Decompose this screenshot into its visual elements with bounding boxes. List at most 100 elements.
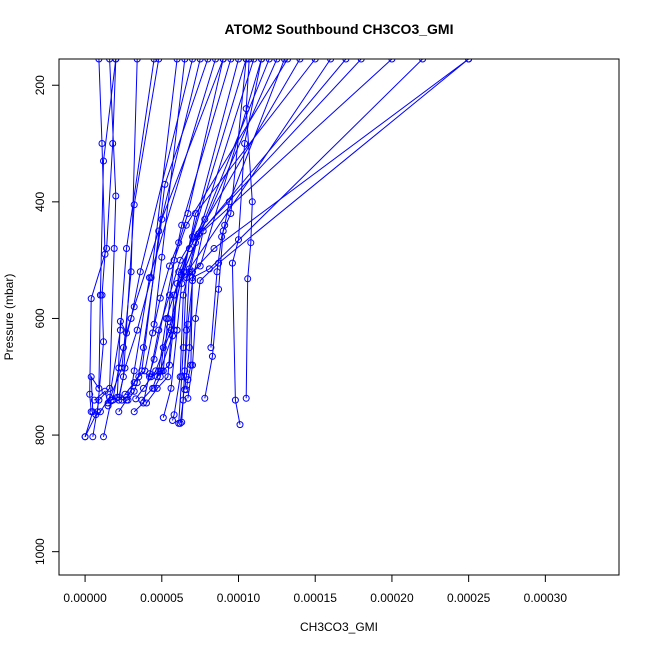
series-line-1	[84, 59, 106, 438]
x-tick-label: 0.00015	[294, 591, 338, 605]
data-point	[465, 59, 473, 63]
data-point	[116, 326, 124, 334]
data-point	[127, 315, 135, 322]
data-point	[139, 344, 147, 352]
data-point	[95, 396, 103, 404]
series-line-6	[95, 59, 155, 416]
data-point	[182, 221, 190, 229]
x-tick-label: 0.00030	[524, 591, 568, 605]
data-point	[127, 387, 135, 395]
series-line-20	[149, 59, 270, 377]
data-point	[184, 210, 192, 217]
data-point	[201, 215, 209, 223]
series-line-30	[185, 59, 469, 390]
data-point	[150, 320, 158, 328]
y-tick-label: 800	[33, 425, 47, 445]
data-point	[250, 59, 258, 63]
data-point	[215, 259, 223, 267]
x-tick-label: 0.00000	[63, 591, 107, 605]
plot-points	[81, 59, 473, 441]
series-line-29	[184, 59, 423, 390]
data-point	[119, 344, 127, 352]
data-point	[112, 59, 120, 63]
data-point	[196, 277, 204, 285]
data-point	[96, 291, 104, 299]
data-point	[155, 227, 163, 235]
data-point	[189, 268, 196, 276]
series-line-22	[156, 59, 289, 378]
data-point	[166, 361, 173, 369]
series-line-26	[178, 59, 347, 424]
y-tick-label: 1000	[33, 538, 47, 565]
data-point	[167, 384, 175, 392]
data-point	[342, 59, 350, 63]
plot-lines	[84, 59, 469, 438]
data-point	[158, 253, 166, 261]
data-point	[139, 384, 147, 392]
data-point	[419, 59, 427, 63]
data-point	[158, 367, 166, 375]
data-point	[146, 373, 153, 381]
data-point	[166, 323, 173, 331]
chart-title: ATOM2 Southbound CH3CO3_GMI	[225, 21, 454, 37]
data-point	[205, 265, 213, 273]
data-point	[189, 361, 196, 369]
data-point	[201, 394, 209, 402]
data-point	[173, 326, 181, 334]
data-point	[130, 387, 138, 395]
data-point	[159, 344, 167, 352]
data-point	[100, 433, 107, 441]
data-point	[173, 280, 181, 287]
data-point	[189, 233, 196, 241]
data-point	[178, 373, 186, 381]
y-tick-label: 600	[33, 308, 47, 328]
data-point	[115, 408, 123, 416]
x-axis-label: CH3CO3_GMI	[300, 620, 378, 634]
data-point	[81, 433, 89, 441]
data-point	[170, 411, 178, 419]
data-point	[265, 59, 273, 63]
data-point	[178, 280, 186, 287]
data-point	[121, 390, 129, 398]
data-point	[311, 59, 319, 63]
data-point	[123, 329, 130, 337]
y-axis: 200 400 600 800 1000	[33, 75, 60, 565]
data-point	[218, 233, 226, 241]
x-tick-label: 0.00010	[217, 591, 261, 605]
y-tick-label: 200	[33, 75, 47, 95]
data-point	[130, 201, 138, 209]
data-point	[150, 355, 158, 363]
data-point	[155, 59, 163, 63]
data-point	[87, 295, 95, 303]
series-line-32	[204, 59, 247, 399]
data-point	[241, 140, 249, 147]
data-point	[175, 268, 183, 276]
series-line-35	[210, 59, 285, 348]
x-axis: 0.00000 0.00005 0.00010 0.00015 0.00020 0.000…	[63, 574, 568, 605]
data-point	[90, 396, 98, 404]
data-point	[215, 285, 223, 293]
data-point	[133, 59, 141, 63]
data-point	[153, 373, 161, 381]
data-point	[192, 210, 199, 217]
data-point	[116, 317, 124, 325]
data-point	[169, 332, 176, 340]
data-point	[159, 414, 167, 422]
data-point	[104, 402, 112, 410]
data-point	[150, 384, 158, 392]
series-line-36	[152, 59, 224, 334]
data-point	[133, 326, 141, 334]
data-point	[100, 157, 107, 165]
series-line-3	[92, 59, 117, 437]
data-point	[273, 59, 281, 63]
data-point	[164, 373, 172, 381]
data-point	[149, 329, 157, 337]
data-point	[258, 59, 265, 63]
series-line-31	[187, 59, 469, 399]
data-point	[247, 239, 255, 247]
data-point	[103, 245, 111, 252]
data-point	[155, 326, 163, 334]
data-point	[236, 421, 244, 429]
data-point	[150, 59, 158, 63]
series-line-10	[116, 59, 201, 398]
